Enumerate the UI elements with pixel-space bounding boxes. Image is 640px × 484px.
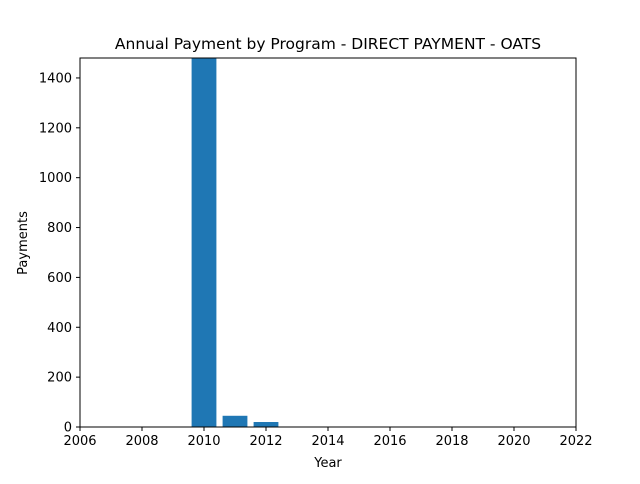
x-tick-label: 2012 xyxy=(249,434,282,449)
bar-2010 xyxy=(191,58,217,427)
x-tick-label: 2018 xyxy=(435,434,468,449)
bars-layer xyxy=(191,58,279,427)
y-axis-label: Payments xyxy=(16,211,31,275)
x-axis-label: Year xyxy=(313,456,342,471)
x-tick-label: 2010 xyxy=(187,434,220,449)
y-tick-label: 200 xyxy=(47,371,72,386)
plot-frame xyxy=(79,57,577,428)
y-axis-ticks: 0 200 400 600 800 1000 1200 1400 xyxy=(39,71,80,436)
chart-title: Annual Payment by Program - DIRECT PAYME… xyxy=(115,35,541,53)
y-tick-label: 600 xyxy=(47,271,72,286)
y-tick-label: 0 xyxy=(64,421,72,436)
y-tick-label: 800 xyxy=(47,221,72,236)
bar-2011 xyxy=(222,415,248,427)
x-tick-label: 2022 xyxy=(559,434,592,449)
y-tick-label: 1400 xyxy=(39,71,72,86)
bar-2012 xyxy=(253,422,279,427)
y-tick-label: 1000 xyxy=(39,171,72,186)
y-tick-label: 1200 xyxy=(39,121,72,136)
y-tick-label: 400 xyxy=(47,321,72,336)
x-tick-label: 2006 xyxy=(63,434,96,449)
x-tick-label: 2016 xyxy=(373,434,406,449)
x-tick-label: 2014 xyxy=(311,434,344,449)
x-tick-label: 2020 xyxy=(497,434,530,449)
x-axis-ticks: 2006 2008 2010 2012 2014 2016 2018 2020 2022 xyxy=(63,427,593,449)
x-tick-label: 2008 xyxy=(125,434,158,449)
